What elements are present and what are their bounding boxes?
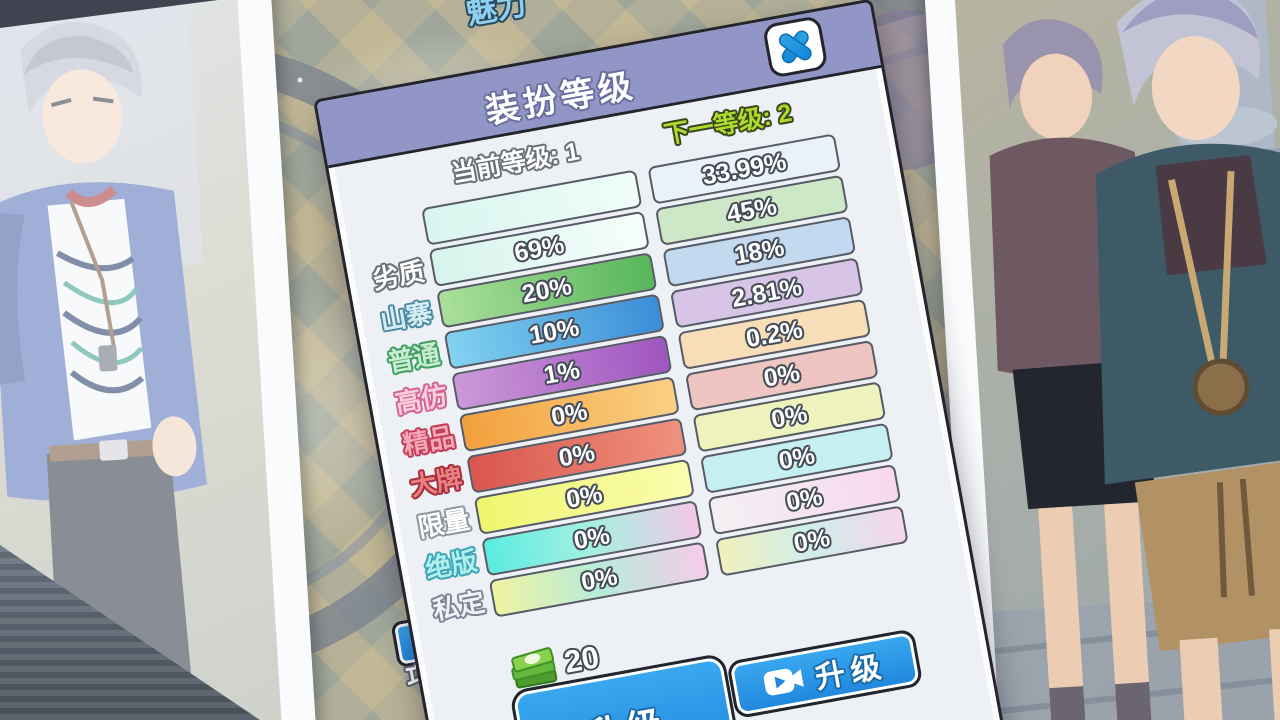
money-amount: 20 xyxy=(561,639,602,680)
row-label: 私定 xyxy=(430,586,488,626)
upgrade-button-label: 升级 xyxy=(580,694,672,720)
right-characters-illustration xyxy=(989,0,1280,720)
ad-upgrade-button-label: 升级 xyxy=(812,649,890,696)
video-camera-icon xyxy=(763,668,804,696)
clover-x-icon xyxy=(778,30,812,64)
panel-body: 当前等级: 1 下一等级: 2 33.99% 劣质 69% 45% 山寨 20% xyxy=(330,76,966,720)
right-characters-photo xyxy=(922,0,1280,720)
probability-table: 33.99% 劣质 69% 45% 山寨 20% 18% 普通 10% 2.81… xyxy=(338,123,965,633)
money-counter: 20 xyxy=(508,637,602,692)
cash-stack-icon xyxy=(511,647,558,689)
panel-header: 装扮等级 xyxy=(316,1,882,169)
ad-upgrade-button[interactable]: 升级 xyxy=(726,628,924,720)
close-button[interactable] xyxy=(761,15,829,79)
dress-up-level-panel: 装扮等级 当前等级: 1 下一等级: 2 xyxy=(313,0,1031,720)
